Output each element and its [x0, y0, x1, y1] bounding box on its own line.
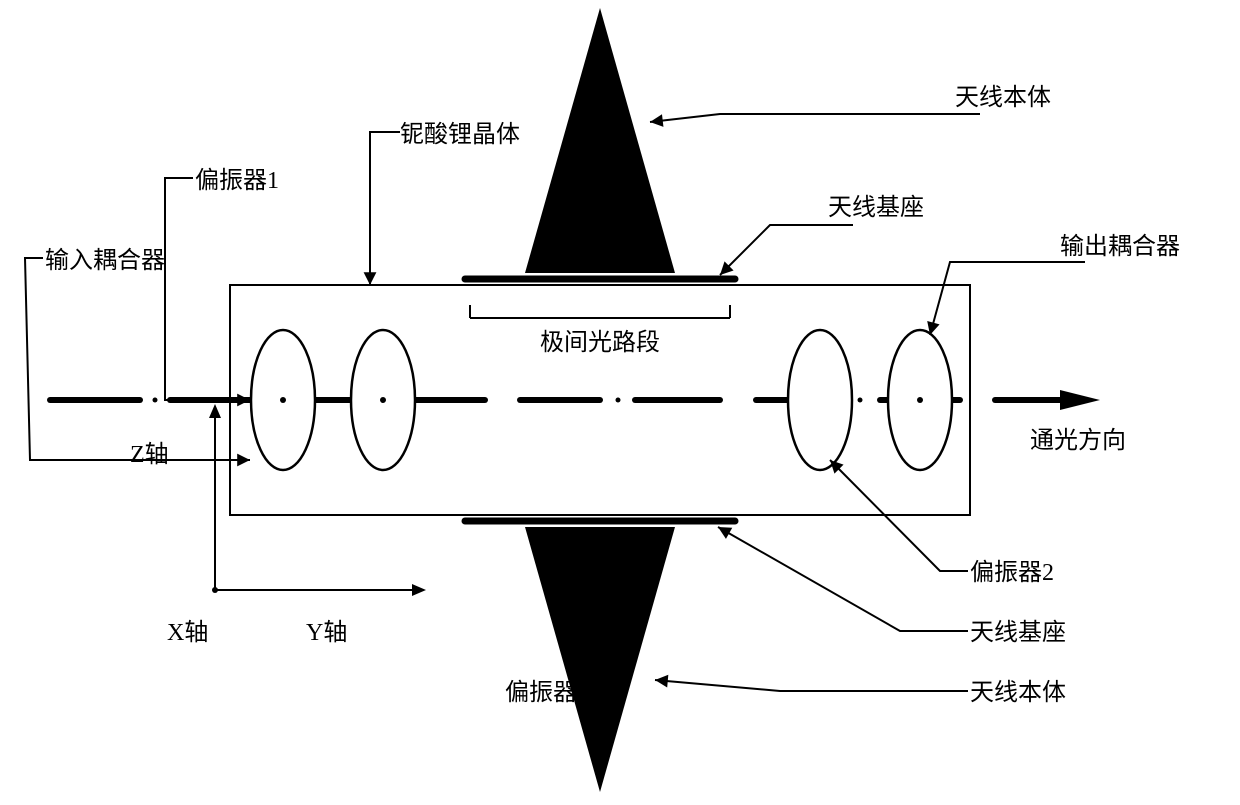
label-polarizer2: 偏振器2 — [970, 559, 1054, 586]
y-axis-label: Y轴 — [306, 619, 347, 646]
label-interpole: 极间光路段 — [540, 329, 660, 356]
label-polarizer1: 偏振器1 — [195, 167, 279, 194]
label-light-direction: 通光方向 — [1030, 427, 1126, 454]
label-crystal: 铌酸锂晶体 — [400, 121, 520, 148]
label-antenna-body-top: 天线本体 — [955, 84, 1051, 111]
label-antenna-base-top: 天线基座 — [828, 194, 924, 221]
z-axis-label: Z轴 — [130, 441, 169, 468]
label-antenna-base-bottom: 天线基座 — [970, 619, 1066, 646]
x-axis-label: X轴 — [167, 619, 208, 646]
optical-element-2 — [788, 330, 852, 470]
label-polarizer-caption: 偏振器 — [505, 679, 577, 706]
label-antenna-body-bottom: 天线本体 — [970, 679, 1066, 706]
label-output-coupler: 输出耦合器 — [1060, 233, 1180, 260]
label-input-coupler: 输入耦合器 — [45, 247, 165, 274]
